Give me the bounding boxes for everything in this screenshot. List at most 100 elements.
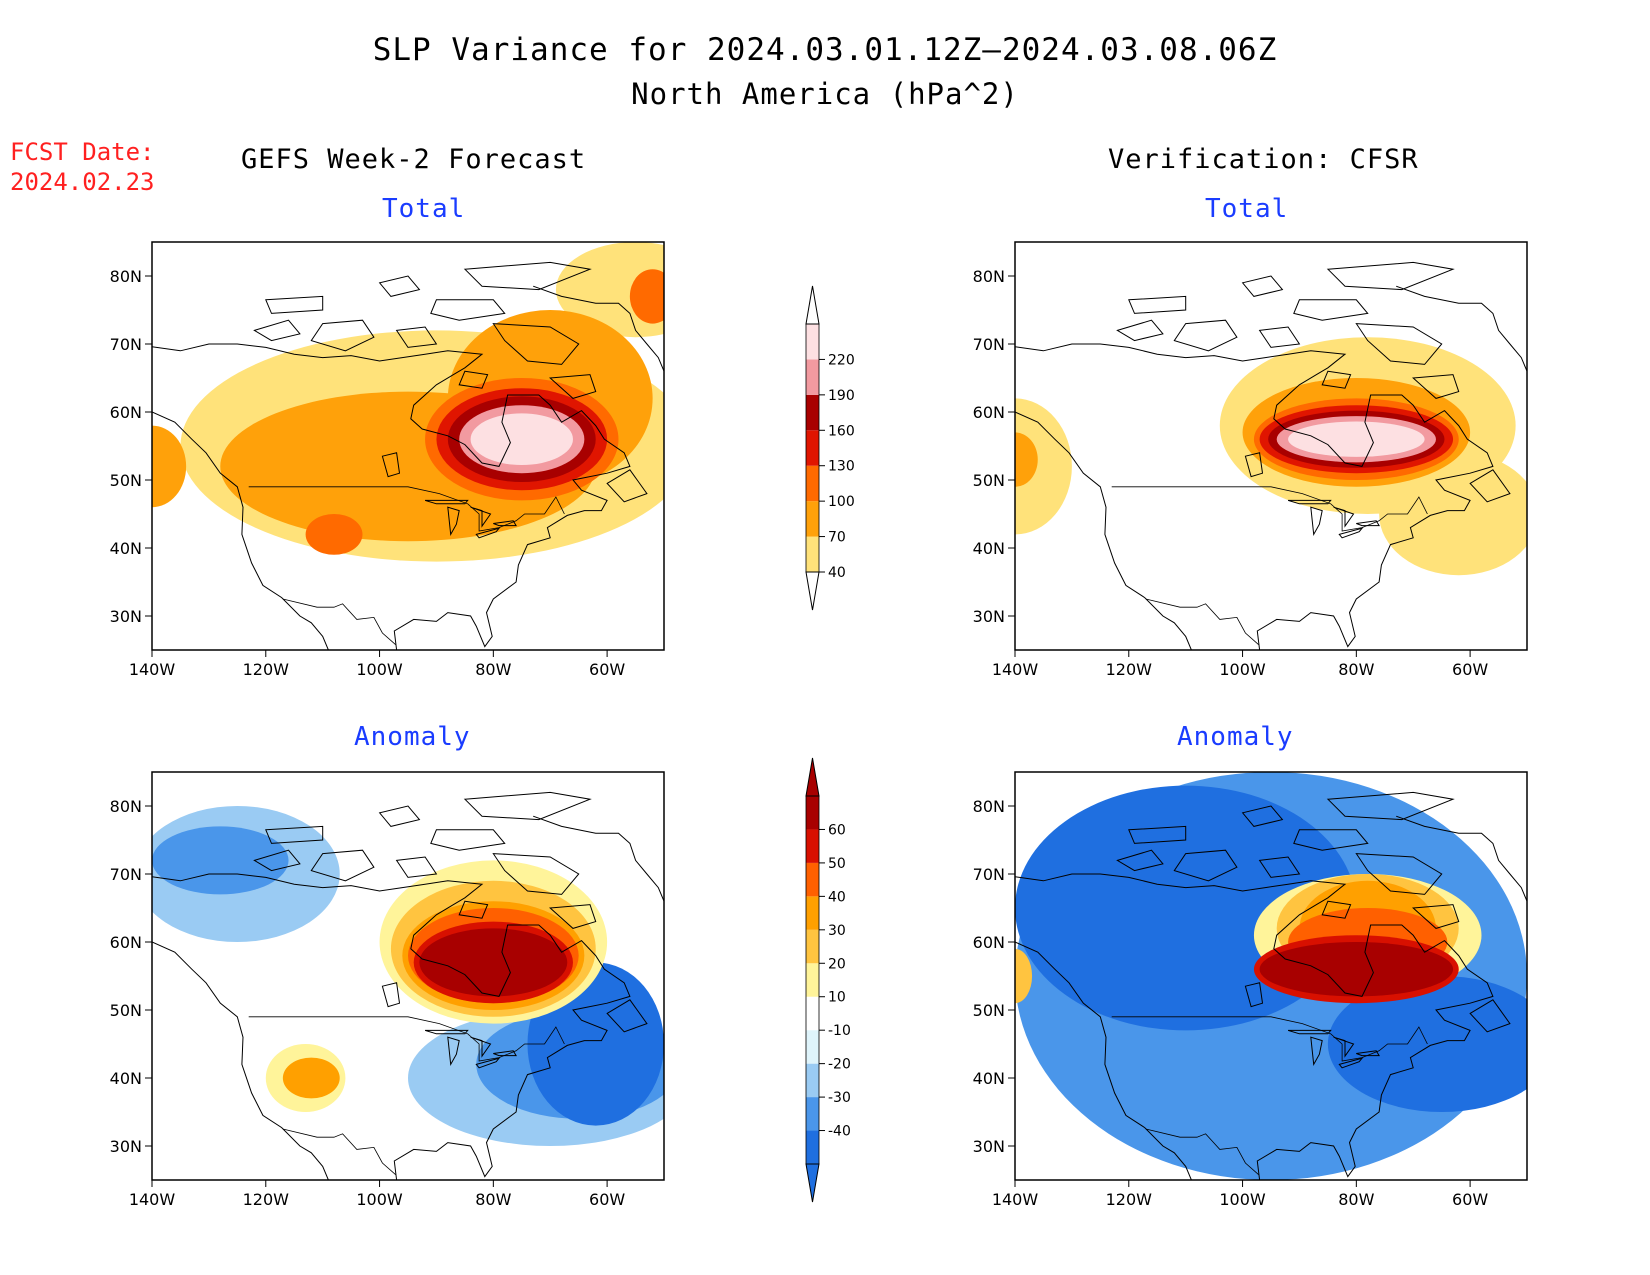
coastline-group [152, 772, 664, 1180]
lon-tick-label: 80W [1338, 660, 1374, 679]
lat-tick-label: 60N [973, 933, 1005, 952]
island-outline [1241, 805, 1284, 827]
lake-outline [470, 506, 492, 528]
contour-region [1015, 948, 1033, 1004]
colorbar-tick-label: -40 [828, 1124, 851, 1140]
lon-tick-label: 140W [129, 660, 176, 679]
lake-outline [470, 1036, 492, 1058]
colorbar-swatch [806, 430, 819, 466]
lat-tick-label: 70N [110, 335, 142, 354]
colorbar-tick-label: 160 [828, 423, 855, 439]
lon-tick-label: 80W [475, 1190, 511, 1209]
lat-tick-label: 80N [110, 267, 142, 286]
panel-title-cfsr-anomaly: Anomaly [1177, 722, 1294, 752]
lake-outline [1310, 506, 1323, 537]
us-mexico-border [1145, 598, 1259, 645]
lake-outline [475, 527, 501, 539]
lat-tick-label: 60N [110, 933, 142, 952]
lat-tick-label: 50N [110, 1001, 142, 1020]
contour-region [470, 413, 573, 466]
lake-outline [1244, 982, 1264, 1008]
colorbar-tick-label: 40 [828, 565, 846, 581]
fcst-date-label: FCST Date: [10, 138, 155, 166]
island-outline [492, 853, 580, 895]
island-outline [378, 275, 421, 297]
contour-region [1015, 432, 1038, 487]
lat-tick-label: 40N [110, 539, 142, 558]
lat-tick-label: 40N [110, 1069, 142, 1088]
lon-tick-label: 120W [243, 660, 290, 679]
lon-tick-label: 100W [356, 1190, 403, 1209]
island-outline [1469, 469, 1511, 503]
island-outline [1128, 825, 1187, 844]
us-canada-border [248, 1016, 565, 1062]
us-mexico-border [282, 1128, 396, 1175]
colorbar-frame [805, 795, 820, 1165]
island-outline [606, 469, 648, 503]
lake-outline [424, 1029, 469, 1035]
contour-region [1327, 976, 1527, 1112]
map-panel-forecast-total: 140W 120W 100W 80W 60W 30N 40N 50N 60N 70N 80N [110, 241, 665, 679]
lat-tick-label: 50N [973, 471, 1005, 490]
lon-tick-label: 60W [589, 660, 625, 679]
island-outline [549, 374, 597, 399]
lon-tick-label: 60W [1452, 660, 1488, 679]
lat-tick-label: 50N [973, 1001, 1005, 1020]
island-outline [1241, 275, 1284, 297]
coastline-east [1015, 873, 1494, 1180]
contour-fill-group [1015, 772, 1527, 1180]
lon-tick-label: 140W [992, 1190, 1039, 1209]
colorbar-swatch [806, 929, 819, 964]
lat-tick-label: 70N [973, 335, 1005, 354]
colorbar-swatch [806, 829, 819, 863]
lat-tick-label: 40N [973, 539, 1005, 558]
island-outline [606, 999, 648, 1033]
island-outline [1355, 853, 1443, 895]
colorbar-swatch [806, 896, 819, 930]
contour-fill-group [152, 242, 664, 650]
colorbar-swatch [806, 1063, 819, 1098]
colorbar-tick-label: 190 [828, 388, 855, 404]
colorbar-tick-label: 10 [828, 990, 846, 1006]
island-outline [1326, 791, 1455, 821]
contour-region [305, 514, 363, 555]
colorbar-tick-label: 130 [828, 459, 855, 475]
coastline-west [152, 941, 329, 1180]
island-outline [430, 829, 506, 851]
map-frame [151, 771, 665, 1181]
greenland-coast [1396, 242, 1527, 372]
colorbar-tick-label: -10 [828, 1023, 851, 1039]
lat-tick-label: 50N [110, 471, 142, 490]
island-outline [458, 900, 489, 919]
colorbar-swatch [806, 796, 819, 830]
colorbar-swatch [806, 465, 819, 502]
lake-outline [1287, 499, 1332, 505]
colorbar-tick-label: 40 [828, 889, 846, 905]
us-canada-border [248, 486, 565, 532]
colorbar-swatch [806, 1097, 819, 1131]
main-subtitle: North America (hPa^2) [631, 77, 1019, 111]
column-title-verification: Verification: CFSR [1108, 144, 1419, 175]
colorbar-arrow-top [805, 285, 820, 325]
coastline-group [1015, 242, 1527, 650]
colorbar-tick-label: -20 [828, 1057, 851, 1073]
lat-tick-label: 30N [110, 1137, 142, 1156]
island-outline [549, 904, 597, 929]
island-outline [1258, 326, 1301, 348]
colorbar-swatch [806, 1030, 819, 1064]
island-outline [1293, 829, 1369, 851]
island-outline [310, 319, 375, 352]
contour-region [419, 928, 568, 997]
lon-tick-label: 120W [243, 1190, 290, 1209]
lat-tick-label: 30N [973, 607, 1005, 626]
lake-outline [1356, 1050, 1380, 1057]
island-outline [253, 849, 301, 872]
us-canada-border [1111, 1016, 1428, 1062]
island-outline [1258, 856, 1301, 878]
contour-region [282, 1057, 340, 1099]
colorbar-anomaly: -40 -30 -20 -10 10 20 30 40 50 60 [805, 757, 851, 1203]
colorbar-frame [805, 323, 820, 573]
lat-tick-label: 30N [110, 607, 142, 626]
coastline-east [1015, 343, 1494, 650]
